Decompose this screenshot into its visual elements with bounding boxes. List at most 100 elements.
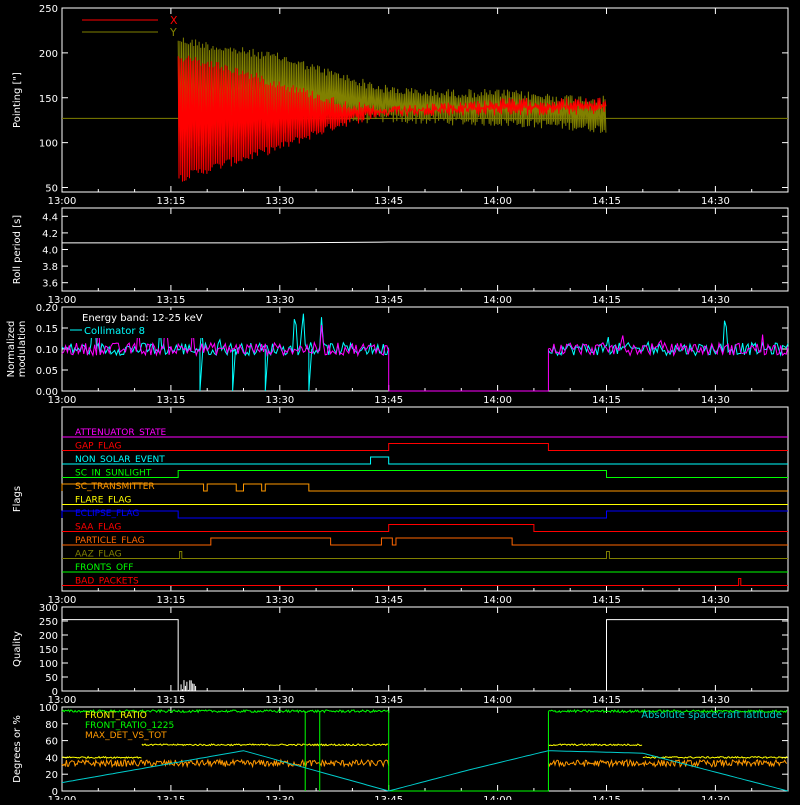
- y-axis-label-line2: modulation: [17, 321, 28, 378]
- time-tick-label: 14:30: [701, 196, 730, 207]
- flag-label: GAP_FLAG: [75, 442, 121, 452]
- panel-0: 13:00 13:15 13:30 13:45 14:00 14:15 14:30 Point…: [12, 4, 789, 207]
- time-tick-label: 13:45: [374, 196, 403, 207]
- legend-label-X: X: [170, 14, 178, 27]
- y-axis-label: Roll period [s]: [12, 215, 23, 284]
- y-tick-label: 4.0: [42, 246, 58, 257]
- panel-3: 13:00 13:15 13:30 13:45 14:00 14:15 14:30 Flags…: [12, 406, 789, 606]
- quality-spikes: [179, 680, 197, 691]
- y-tick-label: 0: [52, 687, 58, 698]
- time-tick-label: 14:00: [483, 395, 512, 406]
- flag-line: [62, 456, 788, 465]
- time-tick-label: 14:00: [483, 295, 512, 306]
- y-tick-label: 4.2: [42, 229, 58, 240]
- y-axis-label: Pointing ["]: [12, 72, 23, 128]
- flag-label: AAZ_FLAG: [75, 550, 122, 560]
- y-tick-label: 0.15: [36, 324, 58, 335]
- degrees-legend-label: FRONT_RATIO_1225: [85, 721, 174, 731]
- flag-line: [61, 510, 788, 519]
- time-tick-label: 13:45: [374, 595, 403, 606]
- time-tick-label: 14:15: [592, 295, 621, 306]
- y-tick-label: 50: [45, 673, 58, 684]
- time-tick-label: 14:30: [701, 395, 730, 406]
- flag-label: SC_TRANSMITTER: [75, 482, 155, 492]
- flag-line: [61, 483, 788, 492]
- time-tick-label: 13:00: [48, 395, 77, 406]
- flag-line: [62, 524, 788, 532]
- flag-label: NON_SOLAR_EVENT: [75, 455, 165, 465]
- time-tick-label: 14:30: [701, 795, 730, 800]
- degrees-legend-label: FRONT_RATIO: [85, 711, 147, 721]
- energy-band-annotation: Energy band: 12-25 keV: [82, 313, 203, 324]
- y-axis-label: Flags: [12, 486, 23, 512]
- time-tick-label: 13:00: [48, 695, 77, 706]
- time-tick-label: 13:15: [156, 595, 185, 606]
- flag-line: [62, 537, 788, 546]
- y-tick-label: 0.10: [36, 345, 58, 356]
- latitude-legend-label: Absolute spacecraft latitude: [641, 710, 782, 721]
- y-tick-label: 3.6: [42, 279, 58, 290]
- y-tick-label: 20: [45, 770, 58, 781]
- latitude-line: [61, 750, 789, 792]
- time-tick-label: 13:15: [156, 196, 185, 207]
- time-tick-label: 13:15: [156, 395, 185, 406]
- time-tick-label: 14:15: [592, 795, 621, 800]
- degrees-series-2: [61, 758, 788, 769]
- y-tick-label: 0.05: [36, 366, 58, 377]
- time-tick-label: 13:30: [265, 695, 294, 706]
- y-tick-label: 100: [39, 139, 58, 150]
- flag-label: SAA_FLAG: [75, 523, 121, 533]
- time-tick-label: 14:00: [483, 595, 512, 606]
- y-tick-label: 0: [52, 787, 58, 798]
- y-tick-label: 60: [45, 737, 58, 748]
- degrees-legend-label: MAX_DET_VS_TOT: [85, 731, 167, 741]
- legend-label-collimator: Collimator 8: [84, 326, 145, 337]
- time-tick-label: 13:00: [48, 295, 77, 306]
- flag-line: [62, 443, 788, 451]
- roll-period-line: [62, 241, 788, 244]
- pointing-series-Y: [177, 37, 607, 149]
- y-axis-label-line1: Normalized: [6, 321, 17, 378]
- modulation-series-1: [61, 311, 789, 392]
- panel-1: 13:00 13:15 13:30 13:45 14:00 14:15 14:30 Roll …: [12, 207, 789, 306]
- time-tick-label: 14:00: [483, 795, 512, 800]
- time-tick-label: 14:00: [483, 196, 512, 207]
- flag-line: [62, 551, 788, 559]
- time-tick-label: 13:30: [265, 395, 294, 406]
- y-tick-label: 100: [39, 703, 58, 714]
- time-tick-label: 13:30: [265, 795, 294, 800]
- y-tick-label: 40: [45, 753, 58, 764]
- time-tick-label: 13:30: [265, 196, 294, 207]
- flag-label: FRONTS_OFF: [75, 563, 133, 573]
- pointing-series-X: [177, 55, 607, 182]
- y-tick-label: 300: [39, 603, 58, 614]
- time-tick-label: 14:30: [701, 695, 730, 706]
- time-tick-label: 13:45: [374, 295, 403, 306]
- legend-label-Y: Y: [169, 26, 177, 39]
- flag-label: ATTENUATOR_STATE: [75, 428, 167, 438]
- y-tick-label: 200: [39, 49, 58, 60]
- y-tick-label: 80: [45, 720, 58, 731]
- y-tick-label: 250: [39, 617, 58, 628]
- y-tick-label: 0.00: [36, 387, 58, 398]
- flag-label: PARTICLE_FLAG: [75, 536, 145, 546]
- flag-label: SC_IN_SUNLIGHT: [75, 469, 152, 479]
- y-tick-label: 50: [45, 184, 58, 195]
- time-tick-label: 14:15: [592, 395, 621, 406]
- y-tick-label: 150: [39, 645, 58, 656]
- degrees-series-0: [61, 743, 788, 759]
- y-tick-label: 250: [39, 4, 58, 15]
- flag-line: [62, 578, 788, 586]
- time-tick-label: 14:15: [592, 595, 621, 606]
- y-tick-label: 0.20: [36, 303, 58, 314]
- degrees-series-1: [61, 708, 788, 792]
- time-tick-label: 13:15: [156, 695, 185, 706]
- time-tick-label: 14:15: [592, 695, 621, 706]
- panel-4: 13:00 13:15 13:30 13:45 14:00 14:15 14:30 Quali…: [12, 603, 789, 706]
- time-tick-label: 13:30: [265, 595, 294, 606]
- y-tick-label: 3.8: [42, 262, 58, 273]
- modulation-legend-bg: [70, 310, 215, 338]
- y-axis-label: Degrees or %: [12, 715, 23, 783]
